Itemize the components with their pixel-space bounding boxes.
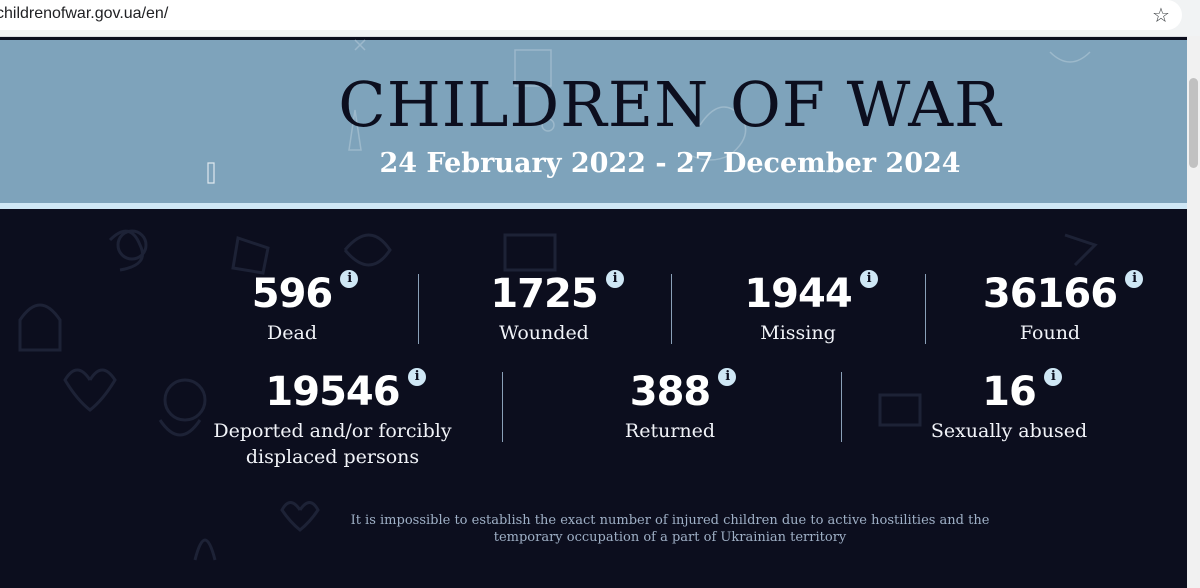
stat-value: 388: [629, 369, 711, 415]
stat-divider: [671, 274, 672, 344]
stat-dead: 596 i Dead: [222, 270, 362, 346]
date-range: 24 February 2022 - 27 December 2024: [379, 148, 961, 179]
stat-label: Wounded: [499, 322, 589, 344]
stat-sexually-abused: 16 i Sexually abused: [928, 368, 1090, 444]
stat-label: Dead: [267, 322, 317, 344]
info-icon[interactable]: i: [1043, 368, 1062, 386]
stat-returned: 388 i Returned: [600, 368, 740, 444]
stat-label: Deported and/or forcibly displaced perso…: [213, 420, 452, 468]
hero-header: [0, 40, 1187, 206]
page-title: CHILDREN OF WAR: [338, 68, 1002, 141]
stat-label: Sexually abused: [930, 420, 1088, 442]
stat-value: 1944: [744, 271, 852, 317]
header-divider-strip: [0, 203, 1187, 209]
stat-value: 16: [982, 369, 1037, 415]
info-icon[interactable]: i: [605, 270, 624, 288]
browser-address-bar: childrenofwar.gov.ua/en/ ☆: [0, 0, 1200, 37]
info-icon[interactable]: i: [407, 368, 426, 386]
stat-label: Returned: [624, 420, 716, 442]
info-icon[interactable]: i: [718, 368, 737, 386]
info-icon[interactable]: i: [859, 270, 878, 288]
stat-divider: [502, 372, 503, 442]
stat-value: 596: [251, 271, 333, 317]
stat-value: 36166: [982, 271, 1118, 317]
url-field[interactable]: childrenofwar.gov.ua/en/: [0, 0, 1182, 30]
scrollbar[interactable]: [1187, 36, 1200, 588]
stat-label: Missing: [760, 322, 836, 344]
star-icon[interactable]: ☆: [1152, 3, 1170, 27]
stat-missing: 1944 i Missing: [718, 270, 878, 346]
scrollbar-thumb[interactable]: [1189, 78, 1198, 168]
stat-deported: 19546 i Deported and/or forcibly displace…: [200, 368, 465, 470]
stat-divider: [841, 372, 842, 442]
info-icon[interactable]: i: [340, 270, 359, 288]
stat-divider: [418, 274, 419, 344]
stat-wounded: 1725 i Wounded: [464, 270, 624, 346]
info-icon[interactable]: i: [1125, 270, 1144, 288]
stat-divider: [925, 274, 926, 344]
heart-doodle: [343, 233, 392, 267]
url-text[interactable]: childrenofwar.gov.ua/en/: [0, 5, 169, 22]
stat-value: 19546: [265, 369, 400, 415]
stat-label: Found: [1019, 322, 1081, 344]
stat-value: 1725: [490, 271, 598, 317]
disclaimer-note: It is impossible to establish the exact …: [350, 513, 990, 545]
stat-found: 36166 i Found: [960, 270, 1144, 346]
